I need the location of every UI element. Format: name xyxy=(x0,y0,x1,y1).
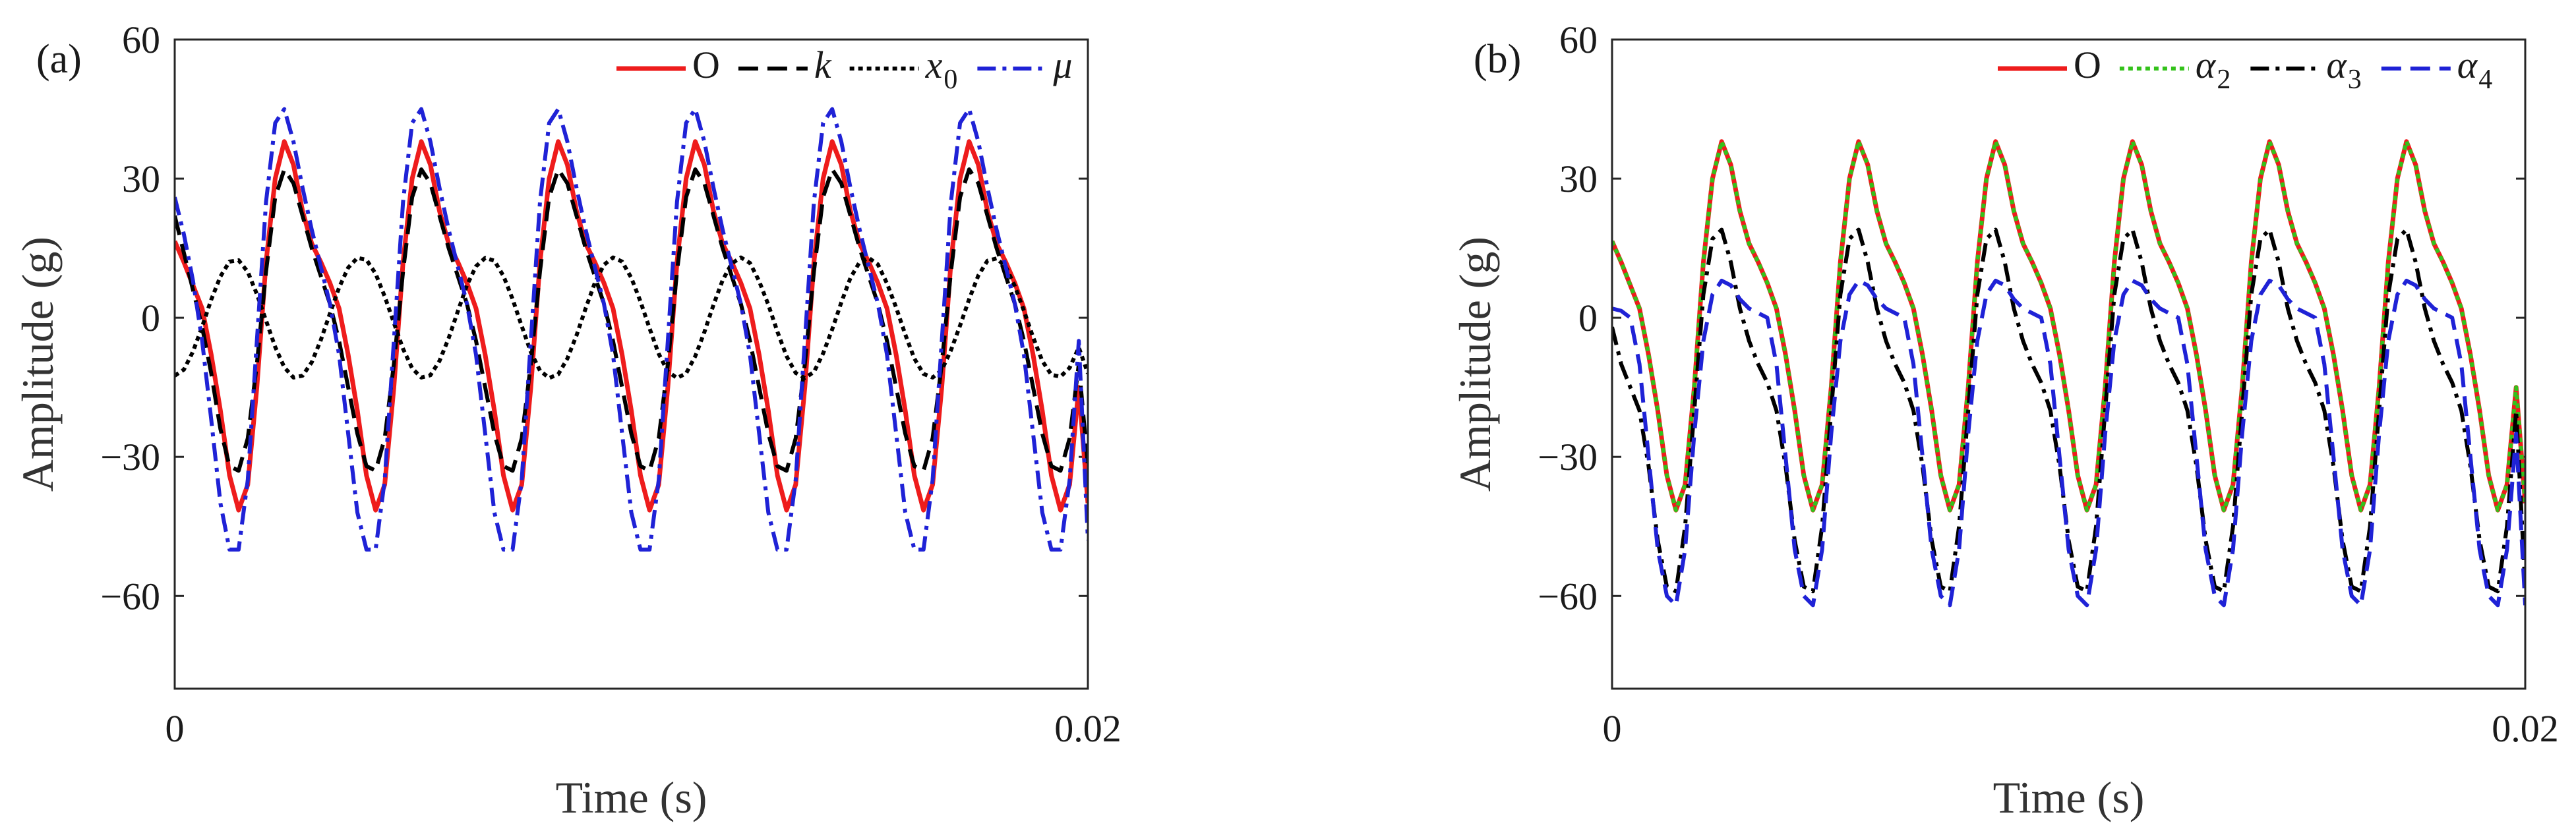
panel-label: (b) xyxy=(1474,37,1521,82)
y-axis-label: Amplitude (g) xyxy=(13,237,63,492)
series-group xyxy=(175,107,1088,552)
panel-b: 60 30 0 −30 −60 0 0.02 Time (s) Amplitude (g) (b)… xyxy=(1450,18,2559,822)
panel-label: (a) xyxy=(36,37,82,82)
y-tick-label: −30 xyxy=(1538,436,1598,478)
legend-label-k: k xyxy=(814,43,832,86)
plot-area xyxy=(175,40,1088,689)
y-tick-label: 0 xyxy=(141,297,160,339)
series-line-x0 xyxy=(175,255,1088,380)
legend-subscript-alpha3: 3 xyxy=(2348,65,2362,95)
x-tick-label: 0 xyxy=(165,707,185,750)
legend-subscript-x0: 0 xyxy=(944,65,957,95)
y-tick-label: 30 xyxy=(1559,158,1598,200)
series-line-mu xyxy=(175,107,1088,552)
y-tick-label: −60 xyxy=(100,575,160,618)
series-line-alpha4 xyxy=(1612,278,2525,608)
x-axis-label: Time (s) xyxy=(556,772,707,822)
y-tick-label: 60 xyxy=(122,18,160,61)
plot-frame xyxy=(173,38,1089,690)
plot-area xyxy=(1612,40,2525,689)
y-tick-label: 0 xyxy=(1578,297,1598,339)
y-tick-label: 30 xyxy=(122,158,160,200)
legend-label-alpha2: α xyxy=(2196,43,2217,86)
legend-label-mu: μ xyxy=(1052,43,1072,86)
legend-label-alpha4: α xyxy=(2457,43,2478,86)
y-axis-label: Amplitude (g) xyxy=(1450,237,1500,492)
legend-label-O: O xyxy=(692,43,720,86)
series-line-O xyxy=(175,139,1088,513)
y-tick-label: −60 xyxy=(1538,575,1598,618)
legend-label-x0: x xyxy=(925,43,943,86)
panel-a: 60 30 0 −30 −60 0 0.02 Time (s) Amplitude (g) (a)… xyxy=(13,18,1122,822)
legend-subscript-alpha2: 2 xyxy=(2217,65,2231,95)
series-group xyxy=(1612,139,2525,608)
y-tick-label: −30 xyxy=(100,436,160,478)
y-tick-label: 60 xyxy=(1559,18,1598,61)
x-tick-label: 0.02 xyxy=(2492,707,2559,750)
x-axis-label: Time (s) xyxy=(1993,772,2145,822)
legend-label-O: O xyxy=(2074,43,2101,86)
x-tick-label: 0 xyxy=(1603,707,1622,750)
plot-frame xyxy=(1611,38,2527,690)
legend-label-alpha3: α xyxy=(2326,43,2347,86)
x-tick-label: 0.02 xyxy=(1054,707,1122,750)
legend-subscript-alpha4: 4 xyxy=(2478,65,2492,95)
series-line-alpha2 xyxy=(1612,139,2525,513)
